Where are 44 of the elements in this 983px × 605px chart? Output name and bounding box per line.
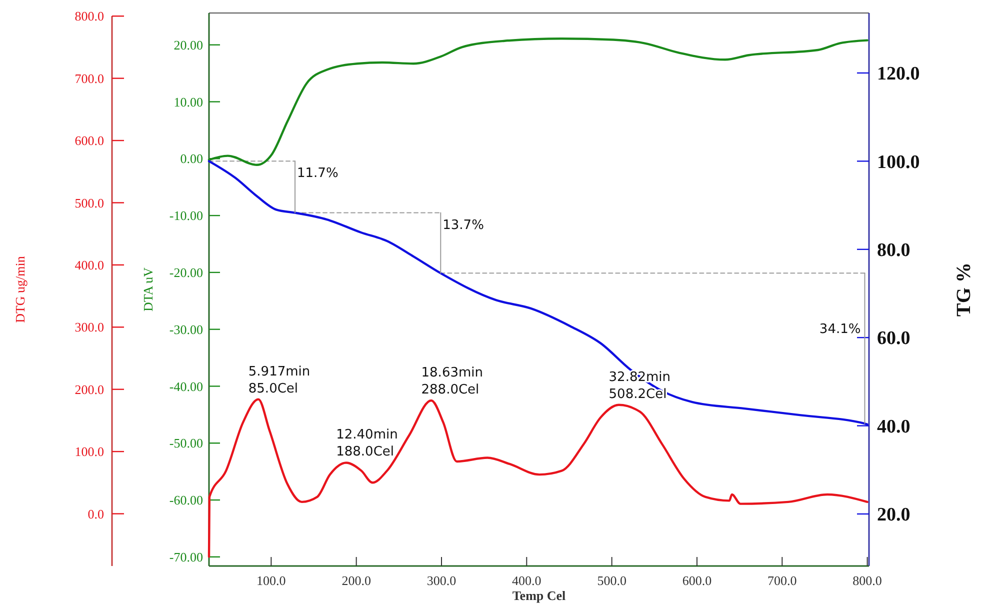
y-tick-label: 100.0 — [74, 444, 104, 460]
y3-tick-label: 100.0 — [877, 152, 920, 173]
y2-axis-title: DTA uV — [140, 266, 156, 312]
y-tick-label: 700.0 — [74, 70, 104, 86]
y3-tick-label: 20.0 — [877, 504, 910, 526]
y-tick-label: 300.0 — [74, 320, 104, 335]
x-tick-label: 100.0 — [256, 573, 286, 588]
annotation: 11.7% — [297, 166, 338, 182]
y2-tick-label: -50.00 — [169, 436, 203, 451]
x-tick-label: 800.0 — [852, 573, 882, 588]
y2-tick-label: -10.00 — [169, 208, 203, 224]
y3-tick-label: 80.0 — [877, 240, 910, 262]
line-series — [208, 398, 868, 558]
annotation: 5.917min 85.0Cel — [248, 364, 310, 396]
y-axis-title: DTG ug/min — [12, 256, 28, 323]
y-tick-label: 0.0 — [88, 506, 104, 522]
annotation: 12.40min 188.0Cel — [336, 428, 398, 460]
annotation: 13.7% — [442, 218, 484, 233]
y-tick-label: 200.0 — [74, 382, 104, 397]
y3-tick-label: 40.0 — [877, 416, 910, 438]
y-tick-label: 500.0 — [74, 195, 104, 210]
y2-tick-label: -70.00 — [169, 549, 203, 564]
y2-tick-label: -30.00 — [169, 322, 203, 337]
y2-tick-label: -20.00 — [169, 264, 203, 280]
y3-axis-title: TG % — [953, 262, 975, 316]
y2-tick-label: -60.00 — [169, 492, 203, 508]
x-tick-label: 400.0 — [512, 573, 542, 588]
y2-tick-label: -40.00 — [169, 378, 203, 394]
x-tick-label: 200.0 — [342, 573, 371, 588]
x-tick-label: 500.0 — [597, 573, 626, 588]
x-axis-title: Temp Cel — [512, 588, 566, 603]
y-tick-label: 400.0 — [74, 257, 104, 272]
x-tick-label: 300.0 — [426, 573, 456, 588]
y3-tick-label: 120.0 — [877, 64, 920, 85]
y2-tick-label: 10.00 — [174, 94, 203, 110]
x-tick-label: 700.0 — [768, 573, 797, 588]
y-tick-label: 600.0 — [74, 133, 104, 148]
annotation: 34.1% — [819, 322, 861, 338]
y-tick-label: 800.0 — [74, 8, 104, 24]
y2-tick-label: 20.00 — [174, 37, 203, 52]
annotation: 18.63min 288.0Cel — [421, 366, 484, 398]
x-tick-label: 600.0 — [682, 573, 712, 588]
y3-tick-label: 60.0 — [877, 328, 910, 350]
y2-tick-label: 0.00 — [180, 151, 203, 166]
